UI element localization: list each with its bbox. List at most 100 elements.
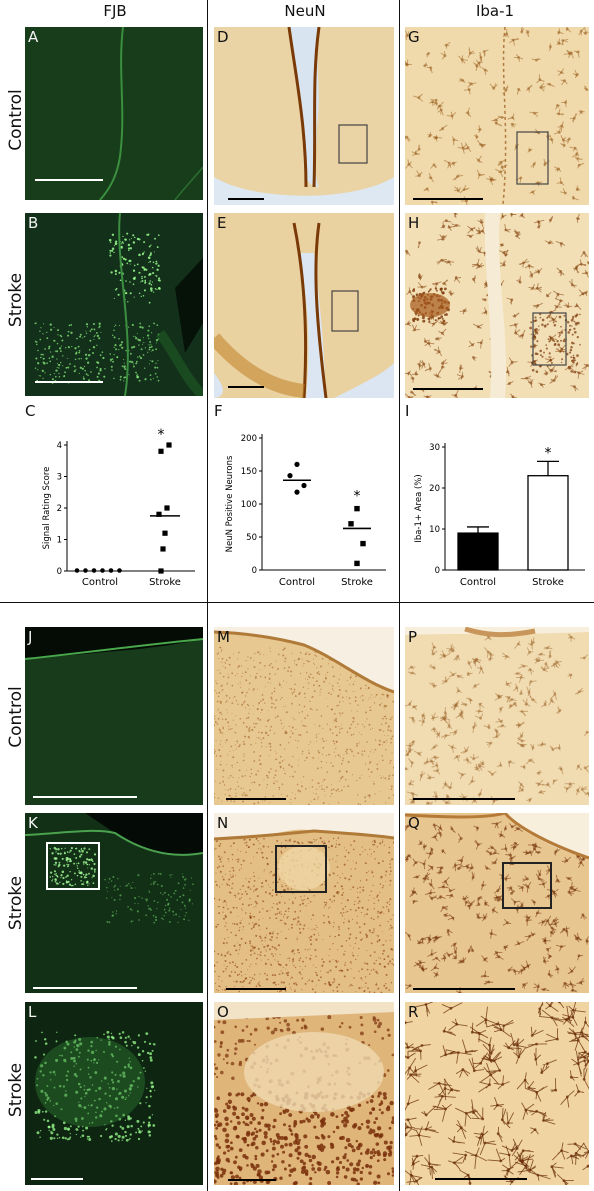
column-divider-2 (399, 0, 400, 1191)
y-tick-label: 0 (435, 566, 440, 576)
data-point-control (108, 568, 114, 573)
x-tick-label: Stroke (341, 577, 373, 588)
panel-e-image (214, 213, 394, 398)
panel-label-i: I (405, 402, 410, 420)
data-point-control (100, 568, 105, 573)
panel-l-image (25, 1002, 203, 1185)
texture (108, 232, 161, 304)
panel-k-image (25, 813, 203, 993)
y-axis-label: Signal Rating Score (42, 467, 52, 550)
panel-j-image (25, 627, 203, 805)
panel-e-neun-stroke: E (214, 213, 394, 398)
panel-label-k: K (28, 814, 38, 832)
panel-n-image (214, 813, 394, 993)
panel-label-a: A (28, 28, 39, 46)
x-tick-label: Control (279, 577, 315, 588)
panel-r-image (405, 1002, 589, 1185)
chart-c: 0 1 2 3 4 Signal Rating Score Control Stroke * (42, 427, 195, 588)
panel-g-image (405, 27, 589, 205)
panel-h-image (405, 213, 589, 398)
panel-o-neun-stroke-zoom: O (214, 1002, 394, 1185)
panel-b-image (25, 213, 203, 396)
section-divider (0, 602, 594, 603)
row-label-stroke-top: Stroke (6, 272, 26, 328)
panel-q-iba1-stroke: Q (405, 813, 589, 993)
panel-d-neun-control: D (214, 27, 394, 205)
data-point-control (83, 568, 88, 573)
panel-label-e: E (217, 214, 227, 232)
panel-o-image (214, 1002, 394, 1185)
panel-d-image (214, 27, 394, 205)
panel-m-image (214, 627, 394, 805)
data-point-stroke (160, 546, 166, 552)
panel-j-fjb-control: J (25, 627, 203, 805)
chart-f: 0 50 100 150 200 NeuN Positive Neurons Control… (225, 434, 386, 588)
y-tick-label: 4 (57, 441, 62, 451)
y-tick-label: 0 (252, 566, 257, 576)
data-point-stroke (166, 442, 172, 448)
column-header-neun: NeuN (284, 2, 326, 20)
panel-label-d: D (217, 28, 229, 46)
y-tick-label: 1 (57, 536, 62, 546)
panel-label-o: O (217, 1003, 229, 1021)
microglia-texture (405, 1002, 589, 1185)
x-tick-label: Stroke (532, 577, 564, 588)
bar-control (457, 532, 499, 571)
chart-i: 0 10 20 30 Iba-1+ Area (%) Control Stroke * (414, 443, 585, 588)
significance-marker: * (354, 489, 361, 505)
panel-p-iba1-control: P (405, 627, 589, 805)
row-label-stroke-bottom-1: Stroke (6, 875, 26, 931)
y-axis-label: Iba-1+ Area (%) (414, 474, 424, 542)
panel-n-neun-stroke: N (214, 813, 394, 993)
texture (214, 1090, 394, 1185)
y-tick-label: 20 (429, 484, 440, 494)
y-tick-label: 0 (57, 567, 62, 577)
data-point-stroke (156, 511, 162, 517)
panel-m-neun-control: M (214, 627, 394, 805)
panel-label-j: J (28, 628, 33, 646)
x-tick-label: Stroke (149, 577, 181, 588)
panel-p-image (405, 627, 589, 805)
significance-marker: * (158, 427, 165, 443)
panel-label-c: C (25, 402, 36, 420)
panel-a-image (25, 27, 203, 200)
panel-k-fjb-stroke: K (25, 813, 203, 993)
panel-label-q: Q (408, 814, 420, 832)
panel-label-m: M (217, 628, 230, 646)
panel-l-fjb-stroke-zoom: L (25, 1002, 203, 1185)
panel-h-iba1-stroke: H (405, 213, 589, 398)
graph-i-iba1-area: I 0 10 20 30 Iba-1+ Area (%) Control Stroke * (403, 400, 591, 595)
panel-r-iba1-stroke-zoom: R (405, 1002, 589, 1185)
x-tick-label: Control (82, 577, 118, 588)
y-tick-label: 100 (241, 500, 257, 510)
bar-stroke (527, 475, 569, 571)
panel-b-fjb-stroke: B (25, 213, 203, 396)
data-point-control (91, 568, 97, 573)
y-tick-label: 150 (241, 467, 257, 477)
data-point-stroke (354, 560, 360, 567)
data-point-stroke (164, 505, 170, 511)
y-tick-label: 200 (241, 434, 257, 444)
microglia-texture (405, 633, 589, 805)
y-tick-label: 3 (57, 473, 62, 483)
row-label-stroke-bottom-2: Stroke (6, 1062, 26, 1118)
data-point-stroke (162, 530, 168, 536)
x-tick-label: Control (460, 577, 496, 588)
data-point-stroke (348, 521, 354, 527)
y-tick-label: 50 (246, 533, 257, 543)
texture (34, 322, 106, 384)
data-point-control (294, 489, 300, 495)
panel-label-f: F (214, 402, 223, 420)
graph-c-signal-rating: C 0 1 2 3 4 Signal Rating Score Control Stroke * (25, 400, 203, 595)
data-point-stroke (360, 540, 366, 547)
panel-label-p: P (408, 628, 418, 646)
data-point-control (74, 568, 80, 573)
panel-label-h: H (408, 214, 420, 232)
panel-label-b: B (28, 214, 39, 232)
panel-label-g: G (408, 28, 420, 46)
panel-a-fjb-control: A (25, 27, 203, 200)
data-point-control (117, 568, 122, 573)
microglia-texture (405, 27, 589, 205)
panel-label-r: R (408, 1003, 419, 1021)
y-axis-label: NeuN Positive Neurons (225, 455, 235, 552)
